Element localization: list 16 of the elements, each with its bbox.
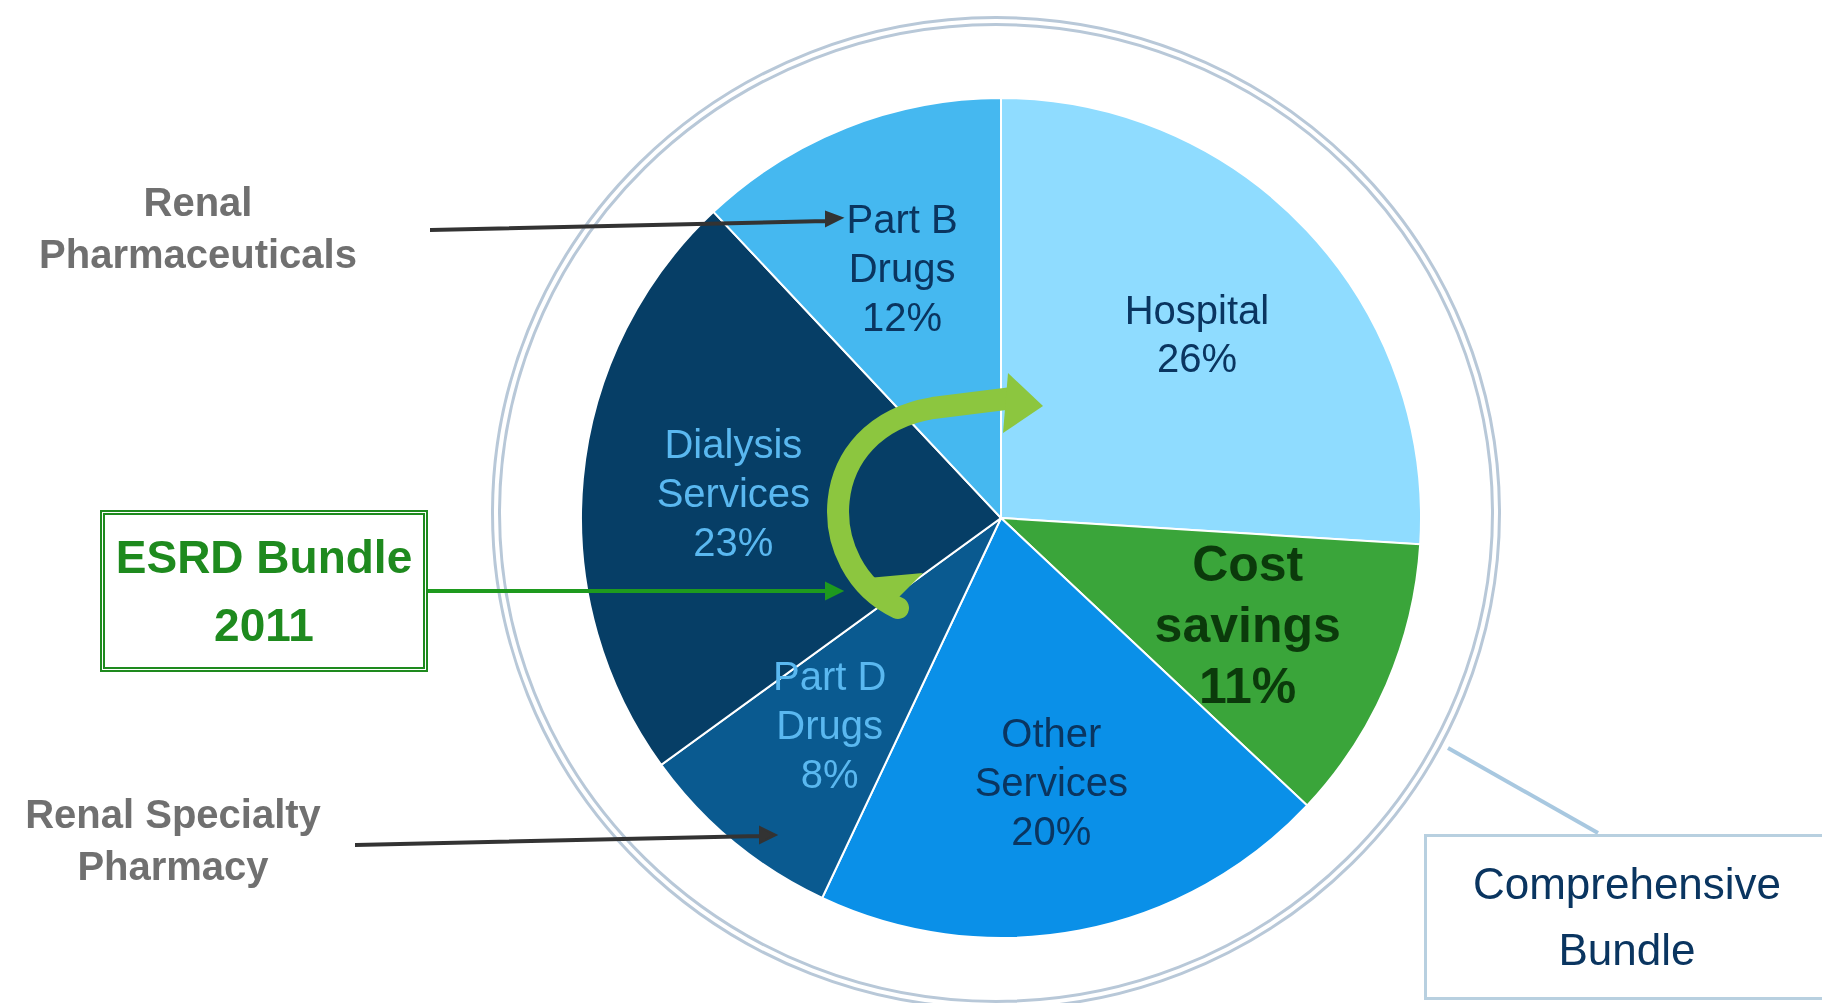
text: ESRD Bundle 2011 [114, 530, 414, 653]
slice-label: Hospital [1124, 287, 1270, 332]
slice-label: Dialysis Services [656, 421, 811, 515]
slice-label: Cost savings [1154, 535, 1341, 653]
text: Comprehensive Bundle [1471, 858, 1783, 976]
data-label: 26% [1156, 336, 1237, 381]
data-label: 12% [862, 294, 943, 339]
data-label: 20% [1011, 808, 1092, 853]
data-label: 11% [1199, 657, 1297, 714]
text: Renal Pharmaceuticals [38, 179, 358, 278]
text: Renal Specialty Pharmacy [24, 791, 322, 890]
slice-label: Other Services [974, 711, 1129, 805]
slice-label: Part B Drugs [846, 197, 958, 291]
data-label: 23% [693, 519, 774, 564]
data-label: 8% [800, 751, 859, 796]
slice-label: Part D Drugs [772, 654, 887, 748]
